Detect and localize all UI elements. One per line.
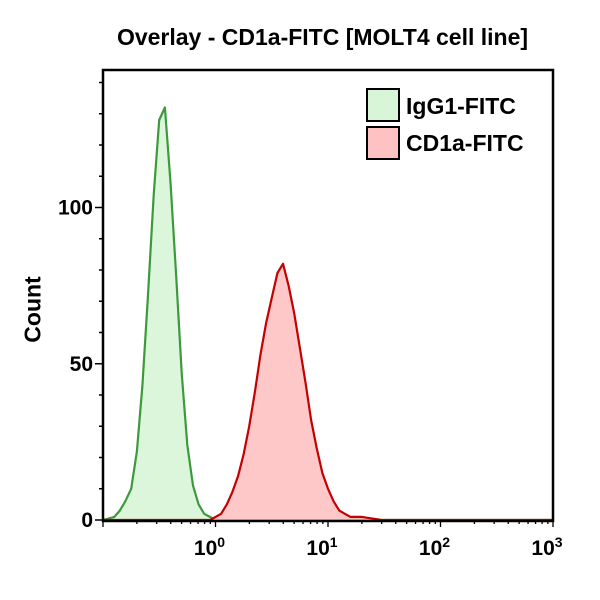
legend-label-igg1: IgG1-FITC — [406, 93, 516, 119]
legend-swatch-cd1a — [366, 126, 400, 160]
chart-title: Overlay - CD1a-FITC [MOLT4 cell line] — [116, 24, 529, 50]
x-tick-label: 100 — [194, 534, 225, 560]
series-line-1 — [103, 262, 553, 522]
legend-swatch-igg1 — [366, 88, 400, 122]
series-fill-0 — [103, 107, 553, 520]
y-tick-label: 50 — [70, 353, 93, 376]
series-layer — [102, 106, 554, 522]
legend-label-cd1a: CD1a-FITC — [406, 130, 524, 156]
y-tick-label: 0 — [81, 509, 93, 532]
y-tick-label: 100 — [58, 197, 93, 220]
axis-layer: 0 50 100 100 101 102 103 — [58, 81, 563, 560]
x-tick-label: 103 — [531, 534, 562, 560]
legend: IgG1-FITC CD1a-FITC — [366, 88, 524, 160]
x-tick-label: 101 — [306, 534, 337, 560]
x-tick-label: 102 — [419, 534, 450, 560]
